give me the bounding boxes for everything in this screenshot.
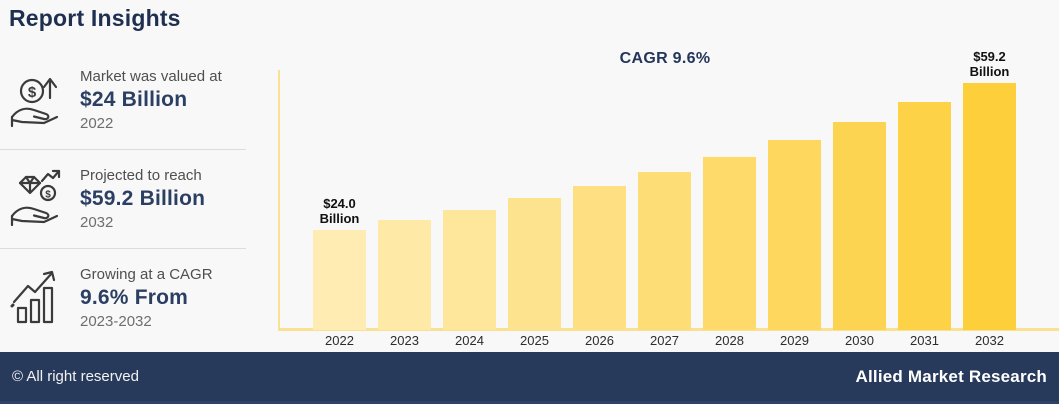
insight-value: $24 Billion: [80, 87, 188, 111]
insight-projection: $ Projected to reach $59.2 Billion 2032: [0, 149, 246, 248]
svg-text:$: $: [45, 190, 51, 201]
growth-bar-chart-icon: [6, 265, 68, 331]
footer-bar: © All right reserved Allied Market Resea…: [0, 352, 1059, 404]
bar-2024: [443, 210, 496, 330]
x-tick-2030: 2030: [845, 333, 874, 348]
x-tick-2028: 2028: [715, 333, 744, 348]
bar-2030: [833, 122, 886, 330]
bar-2032: [963, 83, 1016, 330]
x-tick-2026: 2026: [585, 333, 614, 348]
bar-2026: [573, 186, 626, 330]
hand-diamond-coin-icon: $: [6, 166, 68, 232]
page-title: Report Insights: [9, 5, 181, 31]
bar-value-label-2022: $24.0 Billion: [319, 196, 360, 226]
insight-text: Growing at a CAGR 9.6% From 2023-2032: [80, 266, 213, 330]
copyright-text: © All right reserved: [12, 368, 139, 385]
insight-market-value: $ Market was valued at $24 Billion 2022: [0, 50, 246, 149]
insight-period: 2032: [80, 214, 114, 231]
x-tick-2025: 2025: [520, 333, 549, 348]
insight-text: Projected to reach $59.2 Billion 2032: [80, 167, 205, 231]
bar-2031: [898, 102, 951, 330]
report-insights-panel: $ Market was valued at $24 Billion 2022 …: [0, 50, 246, 347]
hand-coin-growth-icon: $: [6, 67, 68, 133]
x-tick-2029: 2029: [780, 333, 809, 348]
x-tick-2023: 2023: [390, 333, 419, 348]
insight-caption: Projected to reach: [80, 167, 202, 184]
bar-2029: [768, 140, 821, 330]
x-tick-2027: 2027: [650, 333, 679, 348]
market-growth-bar-chart: CAGR 9.6% 2022 2023 2024 2025 2026 2027 2028 20…: [278, 49, 1059, 348]
bar-value-label-2032: $59.2 Billion: [969, 49, 1010, 79]
insight-cagr: Growing at a CAGR 9.6% From 2023-2032: [0, 248, 246, 347]
x-tick-2031: 2031: [910, 333, 939, 348]
insight-value: 9.6% From: [80, 286, 188, 309]
bar-2025: [508, 198, 561, 330]
svg-text:$: $: [28, 84, 37, 101]
x-tick-2022: 2022: [325, 333, 354, 348]
bar-2028: [703, 157, 756, 330]
bar-2022: [313, 230, 366, 330]
x-tick-2032: 2032: [975, 333, 1004, 348]
chart-title-cagr: CAGR 9.6%: [619, 50, 711, 67]
x-tick-2024: 2024: [455, 333, 484, 348]
y-axis-line: [278, 70, 280, 330]
brand-name: Allied Market Research: [855, 366, 1047, 386]
insight-text: Market was valued at $24 Billion 2022: [80, 68, 222, 132]
bar-2023: [378, 220, 431, 330]
bar-2027: [638, 172, 691, 330]
insight-period: 2022: [80, 114, 114, 132]
insight-value: $59.2 Billion: [80, 187, 206, 210]
insight-period: 2023-2032: [80, 313, 152, 330]
insight-caption: Growing at a CAGR: [80, 266, 213, 283]
insight-caption: Market was valued at: [80, 67, 222, 85]
